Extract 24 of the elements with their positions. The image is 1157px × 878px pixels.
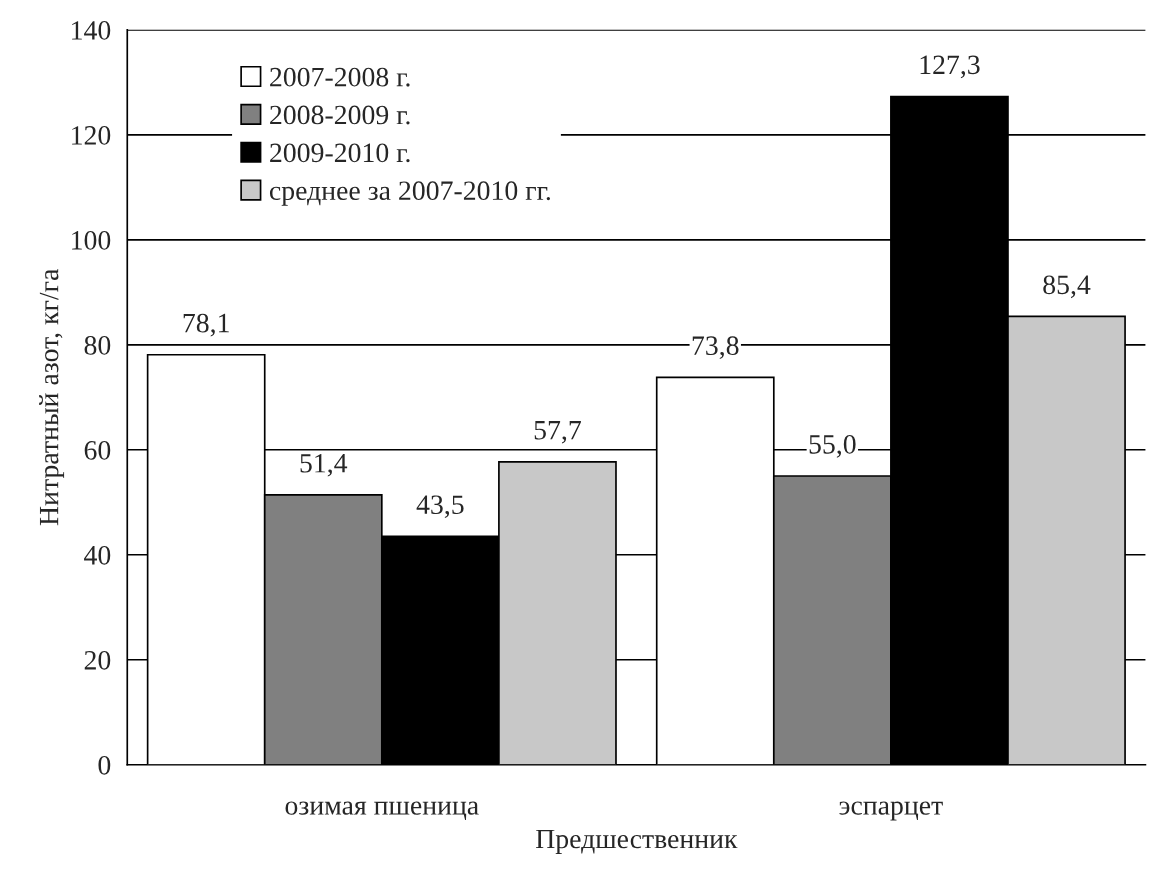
x-axis-title: Предшественник	[536, 829, 738, 855]
data-label: 73,8	[692, 336, 739, 360]
x-tick-label: озимая пшеница	[285, 801, 479, 820]
y-tick-label: 140	[72, 21, 111, 40]
y-tick-label: 40	[84, 545, 111, 565]
y-tick-label: 60	[84, 440, 111, 460]
y-tick-label: 0	[98, 755, 111, 775]
data-label: 57,7	[534, 421, 581, 444]
legend-label: среднее за 2007-2010 гг.	[269, 181, 550, 206]
data-label: 43,5	[416, 495, 464, 519]
legend-label: 2008-2009 г.	[270, 105, 410, 125]
data-label: 85,4	[1043, 275, 1091, 299]
legend-label: 2007-2008 г.	[270, 67, 410, 87]
y-tick-label: 100	[72, 230, 111, 250]
legend-label: 2009-2010 г.	[270, 143, 410, 163]
x-tick-label: эспарцет	[839, 801, 943, 821]
y-axis-title: Нитратный азот, кг/га	[39, 269, 65, 526]
data-label: 127,3	[920, 55, 980, 79]
y-tick-label: 120	[72, 126, 111, 145]
data-label: 51,4	[300, 454, 348, 477]
y-tick-label: 20	[84, 650, 111, 670]
y-tick-label: 80	[84, 335, 111, 355]
data-label: 55,0	[809, 434, 856, 458]
data-label: 78,1	[183, 313, 229, 337]
